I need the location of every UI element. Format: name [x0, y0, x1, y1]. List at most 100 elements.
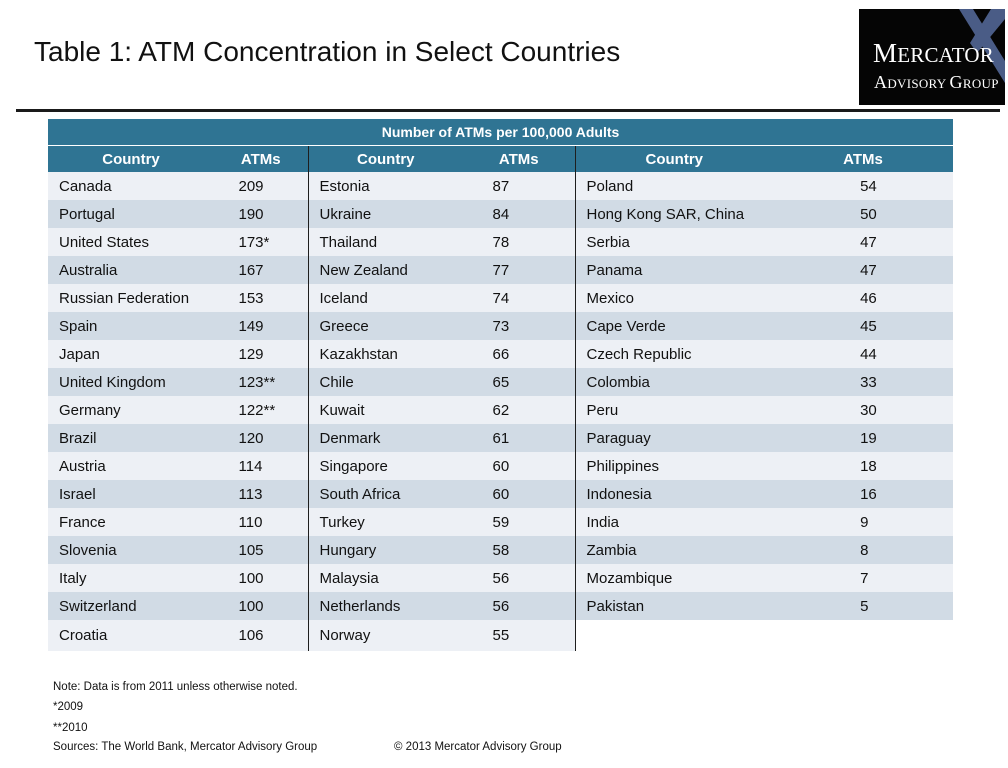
atm-count-value: 120 — [238, 429, 264, 447]
country-cell: Ukraine — [307, 200, 463, 228]
country-cell: Israel — [48, 480, 214, 508]
table-row: Russian Federation 153 Iceland 74 Mexico 46 — [48, 284, 954, 312]
atm-count-value: 56 — [492, 597, 510, 615]
country-cell: Thailand — [307, 228, 463, 256]
footnote-data-year: Note: Data is from 2011 unless otherwise… — [53, 681, 298, 693]
company-logo: Mercator Advisory Group — [859, 9, 1005, 105]
logo-rest-3: roup — [962, 76, 999, 91]
table-row: Spain 149 Greece 73 Cape Verde 45 — [48, 312, 954, 340]
country-cell: Slovenia — [48, 536, 214, 564]
atm-count-value: 45 — [860, 317, 877, 335]
country-cell: Kuwait — [307, 396, 463, 424]
atm-count-value: 33 — [860, 373, 877, 391]
atm-count-value: 65 — [492, 373, 510, 391]
logo-x-mark — [959, 9, 1005, 83]
atm-count-value: 59 — [492, 513, 510, 531]
column-header-atms: ATMs — [214, 145, 308, 172]
country-cell: Turkey — [307, 508, 463, 536]
atm-count-value: 100 — [238, 597, 264, 615]
country-cell: Brazil — [48, 424, 214, 452]
country-cell: United States — [48, 228, 214, 256]
atm-count-cell: 9 — [773, 508, 954, 536]
atm-count-value: 19 — [860, 429, 877, 447]
atm-count-value: 54 — [860, 177, 877, 195]
atm-count-value: 105 — [238, 541, 264, 559]
country-cell: United Kingdom — [48, 368, 214, 396]
atm-count-value: 173* — [238, 233, 270, 251]
country-cell: New Zealand — [307, 256, 463, 284]
country-cell: Portugal — [48, 200, 214, 228]
table-row: United States 173* Thailand 78 Serbia 47 — [48, 228, 954, 256]
atm-count-value: 47 — [860, 233, 877, 251]
country-cell: Zambia — [574, 536, 773, 564]
atm-count-cell: 123** — [214, 368, 308, 396]
atm-count-cell: 56 — [463, 564, 575, 592]
atm-count-cell: 60 — [463, 452, 575, 480]
atm-count-value: 149 — [238, 317, 264, 335]
table-row: Israel 113 South Africa 60 Indonesia 16 — [48, 480, 954, 508]
atm-count-value: 5 — [860, 597, 869, 615]
table-row: Brazil 120 Denmark 61 Paraguay 19 — [48, 424, 954, 452]
atm-count-cell: 122** — [214, 396, 308, 424]
logo-initial-a: A — [874, 72, 888, 92]
logo-wordmark-secondary: Advisory Group — [874, 73, 999, 93]
atm-count-value: 78 — [492, 233, 510, 251]
country-cell: Estonia — [307, 172, 463, 200]
atm-count-cell: 100 — [214, 592, 308, 620]
country-cell: Norway — [307, 620, 463, 651]
table-row: Germany 122** Kuwait 62 Peru 30 — [48, 396, 954, 424]
atm-count-cell: 65 — [463, 368, 575, 396]
sources-note: Sources: The World Bank, Mercator Adviso… — [53, 741, 318, 753]
atm-count-cell: 61 — [463, 424, 575, 452]
atm-count-value: 190 — [238, 205, 264, 223]
country-cell: Colombia — [574, 368, 773, 396]
table-body: Canada 209 Estonia 87 Poland 54 Portugal 190 Ukr… — [48, 172, 954, 651]
column-header-atms: ATMs — [463, 145, 575, 172]
logo-initial-m: M — [873, 38, 898, 68]
atm-count-cell: 190 — [214, 200, 308, 228]
column-header-country: Country — [574, 145, 773, 172]
atm-table: Number of ATMs per 100,000 Adults Countr… — [48, 119, 954, 651]
atm-count-value: 123** — [238, 373, 276, 391]
column-header-country: Country — [307, 145, 463, 172]
table-row: Austria 114 Singapore 60 Philippines 18 — [48, 452, 954, 480]
country-cell: Australia — [48, 256, 214, 284]
atm-count-cell: 106 — [214, 620, 308, 651]
country-cell: India — [574, 508, 773, 536]
table-row: France 110 Turkey 59 India 9 — [48, 508, 954, 536]
country-cell: Malaysia — [307, 564, 463, 592]
country-cell: Austria — [48, 452, 214, 480]
atm-count-cell: 50 — [773, 200, 954, 228]
atm-count-value: 61 — [492, 429, 510, 447]
country-cell: Czech Republic — [574, 340, 773, 368]
atm-count-value: 9 — [860, 513, 869, 531]
country-cell: Russian Federation — [48, 284, 214, 312]
atm-count-value: 18 — [860, 457, 877, 475]
logo-rest-1: ercator — [897, 43, 994, 67]
atm-count-cell: 56 — [463, 592, 575, 620]
atm-count-cell: 8 — [773, 536, 954, 564]
table-row: Canada 209 Estonia 87 Poland 54 — [48, 172, 954, 200]
atm-count-value: 58 — [492, 541, 510, 559]
country-cell: Denmark — [307, 424, 463, 452]
atm-count-cell: 16 — [773, 480, 954, 508]
country-cell: Italy — [48, 564, 214, 592]
atm-count-value: 46 — [860, 289, 877, 307]
atm-count-cell: 149 — [214, 312, 308, 340]
atm-count-cell: 84 — [463, 200, 575, 228]
country-cell: Hong Kong SAR, China — [574, 200, 773, 228]
table-row: United Kingdom 123** Chile 65 Colombia 33 — [48, 368, 954, 396]
country-cell: Peru — [574, 396, 773, 424]
table-row: Japan 129 Kazakhstan 66 Czech Republic 44 — [48, 340, 954, 368]
atm-count-cell: 173* — [214, 228, 308, 256]
atm-count-cell: 209 — [214, 172, 308, 200]
atm-count-cell: 167 — [214, 256, 308, 284]
country-cell: Netherlands — [307, 592, 463, 620]
table-row: Switzerland 100 Netherlands 56 Pakistan 5 — [48, 592, 954, 620]
column-header-atms: ATMs — [773, 145, 954, 172]
page-title: Table 1: ATM Concentration in Select Cou… — [34, 36, 621, 67]
atm-count-value: 30 — [860, 401, 877, 419]
atm-count-cell: 46 — [773, 284, 954, 312]
atm-count-value: 50 — [860, 205, 877, 223]
country-cell: Paraguay — [574, 424, 773, 452]
